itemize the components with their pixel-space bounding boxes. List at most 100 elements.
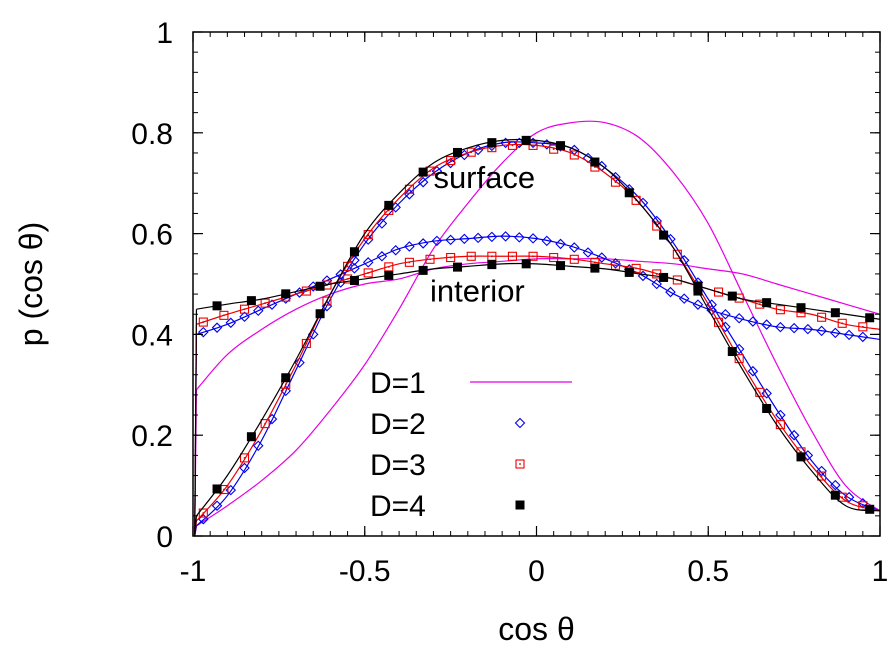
legend-swatch-marker [515,500,525,510]
data-point [843,329,855,341]
data-point [362,257,374,268]
data-point-dot [367,233,369,236]
data-point [315,281,325,291]
data-point-dot [573,258,576,261]
x-tick-label: -1 [180,555,207,588]
data-point-dot [800,451,802,453]
data-point [322,296,332,306]
series-line [195,143,880,522]
data-point [865,504,875,514]
data-point-dot [449,159,452,162]
data-point [252,305,264,316]
y-tick-label: 0.4 [131,319,173,352]
data-point [404,257,414,267]
data-point [596,252,608,263]
data-point [858,322,868,332]
legend-swatch-marker [514,417,526,429]
data-point [404,184,414,194]
data-point [556,141,566,151]
series-line [195,138,880,517]
data-point [528,140,538,150]
data-point [507,251,518,261]
data-point [239,304,250,314]
data-point [802,323,814,335]
data-point [857,331,869,343]
data-point-dot [717,321,720,324]
data-point [198,326,209,338]
series-edge [194,309,198,536]
data-point [459,233,470,245]
data-point [246,432,256,442]
legend-label: D=2 [370,408,426,441]
data-point [714,287,724,297]
data-point [384,270,394,280]
data-point [260,419,270,429]
data-point [569,242,580,253]
y-tick-label: 0.6 [131,219,173,252]
data-point [734,354,744,364]
data-point [624,188,634,198]
data-point [500,231,511,242]
data-point [830,327,841,339]
data-point [693,281,703,291]
data-point [693,286,703,296]
data-point [349,275,359,285]
series-line [196,120,880,527]
data-point [212,484,222,494]
data-point [569,254,579,264]
data-point-dot [491,255,493,258]
series-line [196,255,880,330]
data-point-dot [738,357,740,360]
data-point [775,321,786,333]
data-point [582,152,594,164]
data-point [445,234,456,246]
data-point [733,312,745,324]
y-tick-label: 0.2 [131,420,173,453]
data-point [727,347,737,357]
data-point [549,252,559,263]
data-point [418,265,428,275]
data-point [678,293,690,304]
data-point-dot [491,146,493,149]
data-point [762,403,772,413]
data-point-dot [862,326,864,328]
data-point [521,259,531,269]
legend: D=1 D=2 D=3 D=4 [370,367,572,523]
data-point [349,247,359,257]
data-point [761,319,772,330]
data-point [527,233,539,244]
data-point [445,157,456,169]
data-point [817,312,827,322]
data-point-dot [202,321,205,323]
data-point-dot [264,302,266,304]
annotation-interior: interior [430,274,525,309]
legend-label: D=4 [370,490,426,523]
data-point [294,357,305,368]
data-point-dot [779,423,782,426]
data-point [672,275,682,285]
data-point [528,251,538,261]
data-point-dot [552,256,555,259]
y-axis-label: p (cos θ) [13,222,49,346]
data-point [384,262,394,272]
data-point [246,296,256,306]
data-point [281,289,291,299]
data-point-dot [511,144,514,147]
data-point [211,322,223,333]
data-point [590,157,600,167]
series-d-2 [194,137,880,536]
data-point-dot [800,311,802,314]
data-point [376,218,388,229]
data-point-dot [429,258,431,261]
data-point [452,262,462,272]
data-point-dot [758,391,761,394]
data-point-dot [820,316,823,319]
data-point [335,269,346,280]
data-point [487,260,497,270]
data-point [239,311,250,323]
data-point [837,318,847,328]
data-point [747,316,759,327]
data-point [301,286,311,296]
data-point-dot [614,181,617,183]
